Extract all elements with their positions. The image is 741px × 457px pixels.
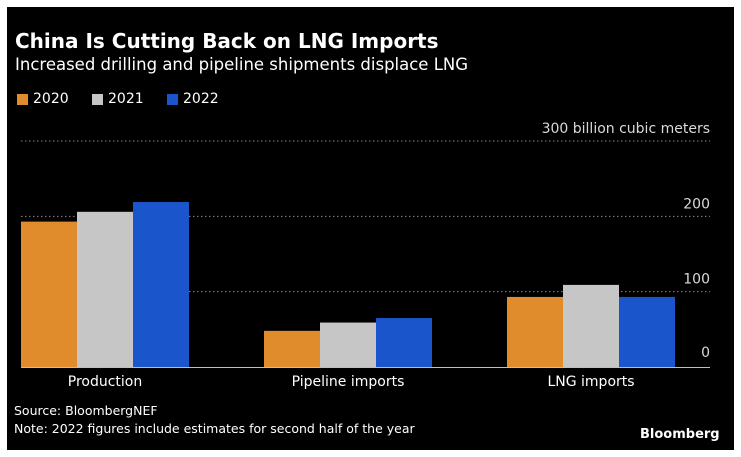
legend-item-2022: 2022 [167, 91, 219, 107]
legend-label-2020: 2020 [33, 91, 69, 107]
bar-pipeline-imports-2020 [264, 330, 320, 367]
bar-production-2022 [133, 202, 189, 367]
chart-title: China Is Cutting Back on LNG Imports [15, 29, 439, 53]
bloomberg-logo: Bloomberg [640, 427, 720, 442]
bar-lng-imports-2020 [507, 296, 563, 367]
y-tick-label-100: 100 [683, 272, 710, 288]
bar-pipeline-imports-2022 [376, 318, 432, 367]
x-category-label-lng-imports: LNG imports [547, 374, 634, 390]
bar-lng-imports-2022 [619, 296, 675, 367]
legend-swatch-2020 [17, 93, 28, 105]
legend-item-2021: 2021 [92, 91, 144, 107]
source-note: Source: BloombergNEF [14, 403, 158, 418]
x-category-label-production: Production [68, 374, 142, 390]
legend-swatch-2022 [167, 93, 178, 105]
bar-production-2020 [21, 221, 77, 367]
x-category-label-pipeline-imports: Pipeline imports [292, 374, 405, 390]
y-tick-label-200: 200 [683, 196, 710, 212]
chart-subtitle: Increased drilling and pipeline shipment… [15, 55, 469, 74]
bar-lng-imports-2021 [563, 284, 619, 367]
legend-label-2022: 2022 [183, 91, 219, 107]
legend-label-2021: 2021 [108, 91, 144, 107]
legend-item-2020: 2020 [17, 91, 69, 107]
y-tick-label-0: 0 [701, 345, 710, 361]
y-tick-label-300: 300 billion cubic meters [542, 121, 710, 137]
bar-production-2021 [77, 211, 133, 367]
bar-pipeline-imports-2021 [320, 322, 376, 367]
footnote: Note: 2022 figures include estimates for… [14, 421, 415, 436]
legend-swatch-2021 [92, 93, 103, 105]
